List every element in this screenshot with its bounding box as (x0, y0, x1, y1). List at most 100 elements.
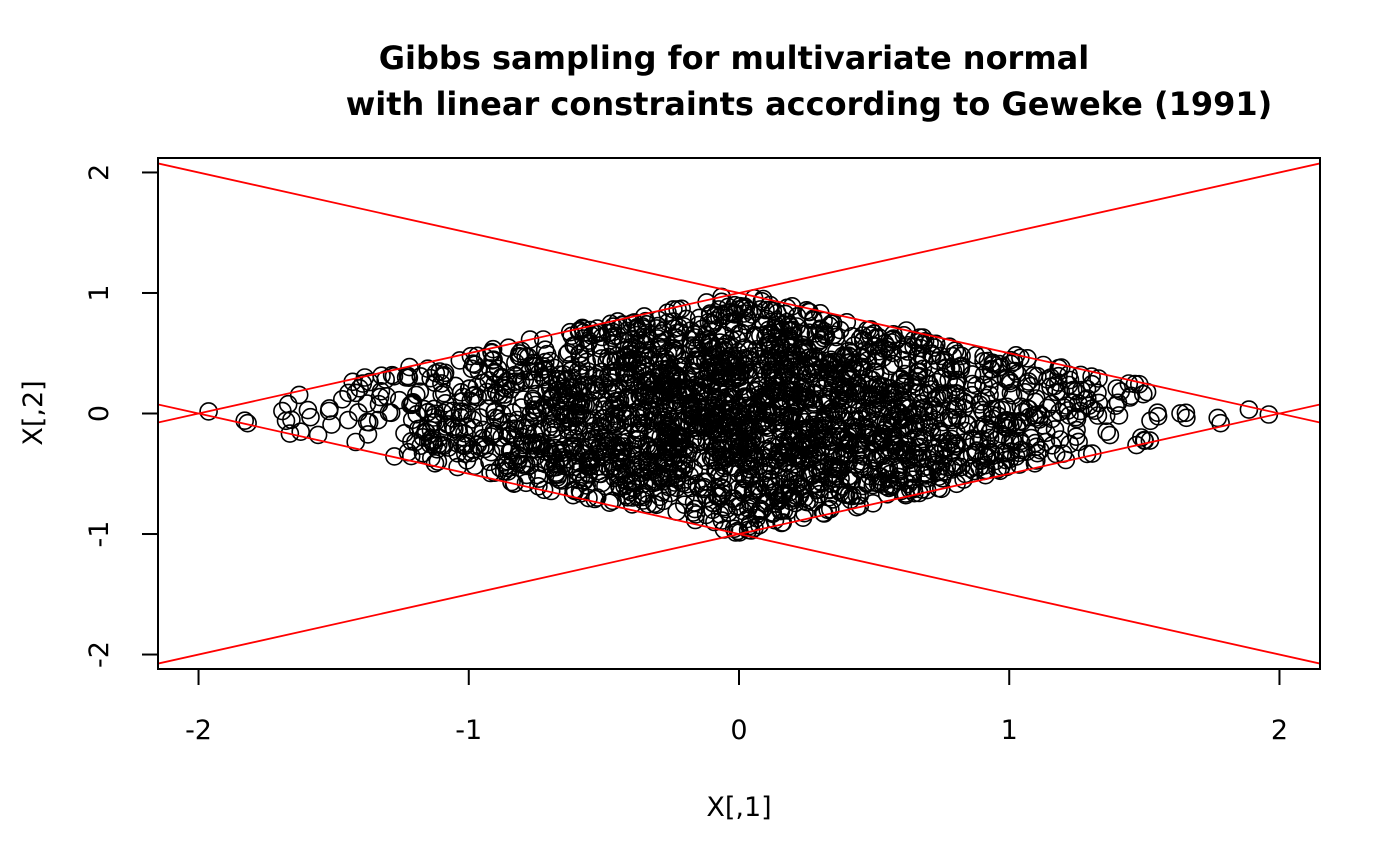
data-point (505, 365, 525, 385)
data-point (461, 346, 481, 366)
data-point (1132, 428, 1151, 447)
data-point (666, 464, 686, 484)
data-point (713, 357, 733, 377)
x-tick-label: 0 (730, 715, 747, 746)
data-point (930, 385, 949, 405)
data-point (562, 436, 581, 455)
data-point (944, 400, 964, 419)
data-point (997, 413, 1017, 433)
data-point (725, 448, 745, 467)
data-point (662, 421, 681, 441)
data-point (835, 445, 855, 465)
data-point (733, 478, 753, 498)
data-point (728, 300, 748, 319)
data-point (526, 354, 545, 374)
data-point (931, 479, 951, 499)
data-point (762, 442, 782, 462)
data-point (844, 354, 863, 374)
data-point (819, 455, 839, 475)
data-point (664, 339, 683, 358)
data-point (985, 445, 1005, 465)
data-point (657, 359, 677, 379)
data-point (645, 494, 664, 514)
data-point (786, 474, 806, 494)
data-point (555, 405, 575, 425)
data-point (339, 383, 358, 403)
data-point (863, 493, 883, 513)
data-point (922, 344, 942, 363)
data-point (564, 336, 584, 355)
data-point (901, 441, 921, 460)
data-point (732, 402, 752, 421)
data-point (571, 467, 591, 487)
data-point (357, 394, 377, 413)
data-point (618, 365, 638, 384)
data-point (823, 490, 843, 509)
data-point (860, 369, 879, 389)
data-point (834, 390, 854, 410)
data-point (761, 469, 781, 489)
data-point (997, 397, 1017, 417)
data-point (772, 399, 791, 419)
data-point (934, 449, 953, 469)
data-point (696, 505, 716, 525)
data-point (603, 383, 622, 403)
data-point (554, 365, 573, 384)
x-tick-label: 1 (1001, 715, 1018, 746)
data-point (652, 324, 672, 343)
data-point (922, 422, 942, 442)
data-point (592, 327, 612, 347)
data-point (1100, 425, 1120, 445)
data-point (382, 365, 402, 385)
data-point (787, 307, 807, 326)
data-point (490, 458, 510, 478)
data-point (568, 462, 588, 482)
data-point (841, 406, 860, 425)
data-point (436, 393, 455, 413)
data-point (701, 305, 720, 325)
data-point (770, 350, 789, 370)
data-point (617, 432, 637, 452)
data-point (966, 376, 986, 395)
data-point (865, 362, 884, 382)
data-point (537, 382, 556, 402)
data-point (1134, 384, 1153, 404)
data-point (322, 415, 341, 434)
data-point (725, 305, 745, 324)
data-point (931, 346, 951, 366)
data-point (695, 383, 714, 403)
data-point (810, 320, 829, 340)
x-tick-label: -2 (185, 715, 212, 746)
data-point (899, 474, 918, 494)
data-point (954, 470, 973, 489)
data-point (389, 390, 409, 410)
data-point (438, 415, 457, 434)
x-tick-label: -1 (455, 715, 482, 746)
data-point (1066, 407, 1086, 427)
data-point (1027, 451, 1046, 470)
data-point (969, 433, 989, 452)
data-point (662, 362, 682, 381)
data-point (907, 377, 926, 396)
data-point (1121, 386, 1141, 406)
data-point (493, 389, 513, 408)
data-point (704, 315, 723, 334)
data-point (941, 359, 961, 378)
data-point (976, 388, 996, 408)
data-point (674, 495, 694, 515)
data-point (728, 367, 747, 387)
data-point (692, 350, 712, 369)
data-point (548, 369, 568, 389)
data-point (512, 341, 531, 361)
data-point (980, 423, 1000, 442)
data-point (603, 491, 622, 511)
data-point (465, 385, 484, 405)
data-point (715, 497, 734, 517)
data-point (435, 363, 455, 383)
data-point (579, 465, 599, 484)
data-point (1177, 408, 1196, 428)
data-point (1111, 382, 1131, 401)
data-point (855, 341, 875, 360)
data-point (1004, 432, 1024, 452)
data-point (450, 351, 470, 370)
